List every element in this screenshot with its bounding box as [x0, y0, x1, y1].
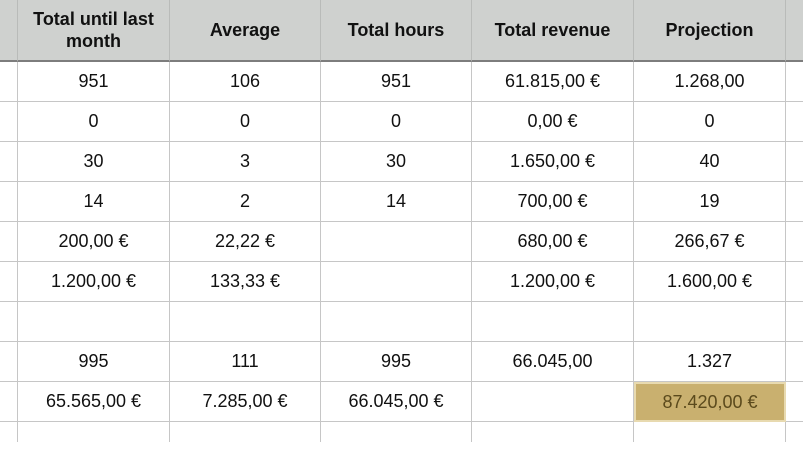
table-cell[interactable]: 995 — [18, 342, 170, 382]
table-cell[interactable] — [321, 222, 472, 262]
row-edge-left — [0, 342, 18, 382]
row-edge-right — [786, 62, 803, 102]
row-edge-right — [786, 222, 803, 262]
table-cell[interactable]: 30 — [18, 142, 170, 182]
row-edge-right — [786, 182, 803, 222]
table-cell[interactable]: 22,22 € — [170, 222, 321, 262]
table-cell-partial[interactable] — [786, 422, 803, 442]
row-edge-left — [0, 102, 18, 142]
table-cell[interactable]: 30 — [321, 142, 472, 182]
table-cell[interactable] — [170, 302, 321, 342]
table-cell[interactable]: 61.815,00 € — [472, 62, 634, 102]
row-edge-left — [0, 62, 18, 102]
table-cell[interactable]: 0 — [18, 102, 170, 142]
table-cell[interactable]: 0 — [321, 102, 472, 142]
row-edge-right — [786, 342, 803, 382]
column-header-total-hours[interactable]: Total hours — [321, 0, 472, 62]
table-cell[interactable]: 1.200,00 € — [18, 262, 170, 302]
row-edge-left — [0, 142, 18, 182]
table-cell[interactable]: 1.268,00 — [634, 62, 786, 102]
row-edge-left — [0, 302, 18, 342]
column-header-total-until-last-month[interactable]: Total until last month — [18, 0, 170, 62]
table-cell-partial[interactable] — [321, 422, 472, 442]
table-cell[interactable]: 133,33 € — [170, 262, 321, 302]
table-cell[interactable] — [321, 262, 472, 302]
row-edge-right — [786, 102, 803, 142]
table-cell[interactable]: 2 — [170, 182, 321, 222]
table-cell[interactable]: 19 — [634, 182, 786, 222]
table-cell[interactable]: 1.200,00 € — [472, 262, 634, 302]
row-edge-right — [786, 262, 803, 302]
table-cell[interactable] — [321, 302, 472, 342]
header-cell-left-edge — [0, 0, 18, 62]
sheet-grid: Total until last month Average Total hours… — [0, 0, 803, 442]
row-edge-right — [786, 142, 803, 182]
table-cell[interactable]: 680,00 € — [472, 222, 634, 262]
table-cell[interactable]: 0 — [634, 102, 786, 142]
table-cell-partial[interactable] — [0, 422, 18, 442]
row-edge-left — [0, 382, 18, 422]
row-edge-left — [0, 262, 18, 302]
table-cell[interactable] — [18, 302, 170, 342]
table-cell[interactable]: 951 — [321, 62, 472, 102]
selected-cell[interactable]: 87.420,00 € — [634, 382, 786, 422]
table-cell[interactable]: 14 — [321, 182, 472, 222]
table-cell[interactable]: 7.285,00 € — [170, 382, 321, 422]
table-cell[interactable] — [472, 302, 634, 342]
column-header-total-revenue[interactable]: Total revenue — [472, 0, 634, 62]
row-edge-left — [0, 222, 18, 262]
row-edge-right — [786, 302, 803, 342]
table-cell[interactable]: 995 — [321, 342, 472, 382]
table-cell[interactable]: 14 — [18, 182, 170, 222]
table-cell-partial[interactable] — [472, 422, 634, 442]
row-edge-left — [0, 182, 18, 222]
table-cell[interactable] — [472, 382, 634, 422]
table-cell[interactable]: 266,67 € — [634, 222, 786, 262]
header-cell-right-edge — [786, 0, 803, 62]
table-cell[interactable]: 65.565,00 € — [18, 382, 170, 422]
table-cell[interactable]: 1.650,00 € — [472, 142, 634, 182]
table-cell[interactable]: 1.600,00 € — [634, 262, 786, 302]
table-cell[interactable]: 200,00 € — [18, 222, 170, 262]
table-cell[interactable]: 111 — [170, 342, 321, 382]
table-cell[interactable]: 66.045,00 € — [321, 382, 472, 422]
table-cell[interactable] — [634, 302, 786, 342]
table-cell-partial[interactable] — [170, 422, 321, 442]
row-edge-right — [786, 382, 803, 422]
table-cell[interactable]: 66.045,00 — [472, 342, 634, 382]
table-cell[interactable]: 3 — [170, 142, 321, 182]
table-cell[interactable]: 1.327 — [634, 342, 786, 382]
table-cell[interactable]: 106 — [170, 62, 321, 102]
table-cell[interactable]: 0 — [170, 102, 321, 142]
table-cell[interactable]: 0,00 € — [472, 102, 634, 142]
table-cell[interactable]: 40 — [634, 142, 786, 182]
column-header-average[interactable]: Average — [170, 0, 321, 62]
table-cell[interactable]: 951 — [18, 62, 170, 102]
table-cell-partial[interactable] — [18, 422, 170, 442]
table-cell-partial[interactable] — [634, 422, 786, 442]
table-cell[interactable]: 700,00 € — [472, 182, 634, 222]
column-header-projection[interactable]: Projection — [634, 0, 786, 62]
